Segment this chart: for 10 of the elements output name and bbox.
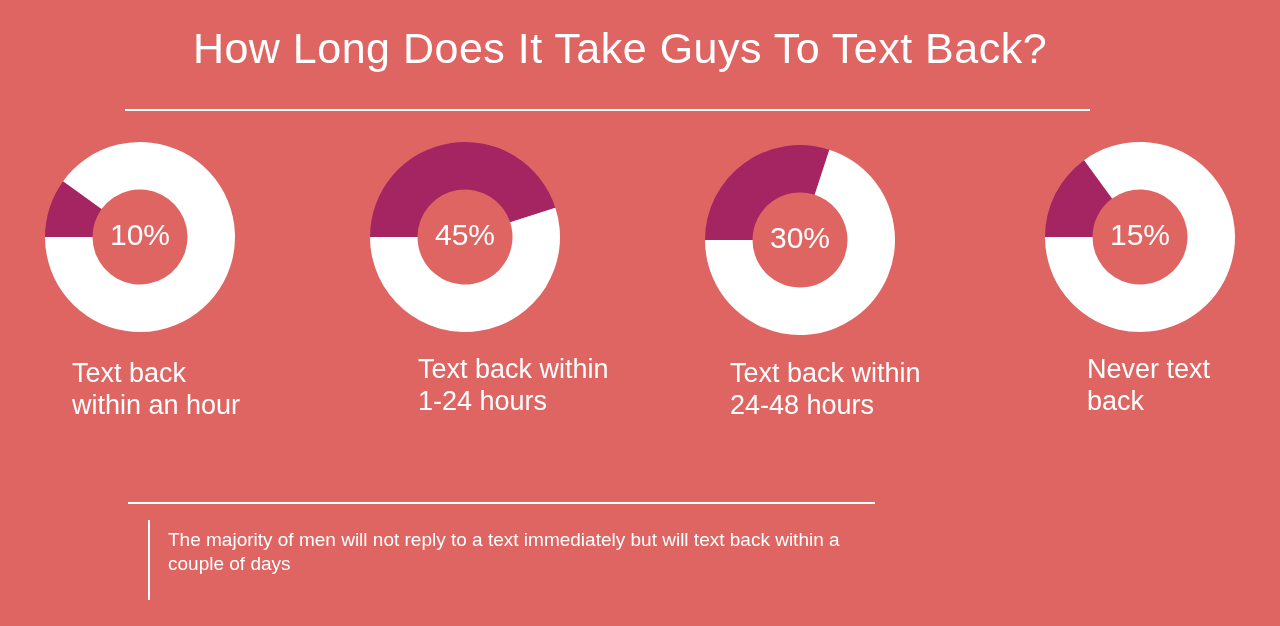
text: Text back within 24-48 hours <box>730 357 922 421</box>
text: Text back within 1-24 hours <box>418 353 610 417</box>
text: 30% <box>769 221 831 255</box>
text: How Long Does It Take Guys To Text Back? <box>191 24 1049 73</box>
text: 10% <box>109 218 171 252</box>
text: The majority of men will not reply to a text immediately but will text back within a couple of days <box>168 528 841 576</box>
text: Text back within an hour <box>72 357 242 421</box>
text: Never text back <box>1087 353 1212 417</box>
text: 15% <box>1109 218 1171 252</box>
text: 45% <box>434 218 496 252</box>
